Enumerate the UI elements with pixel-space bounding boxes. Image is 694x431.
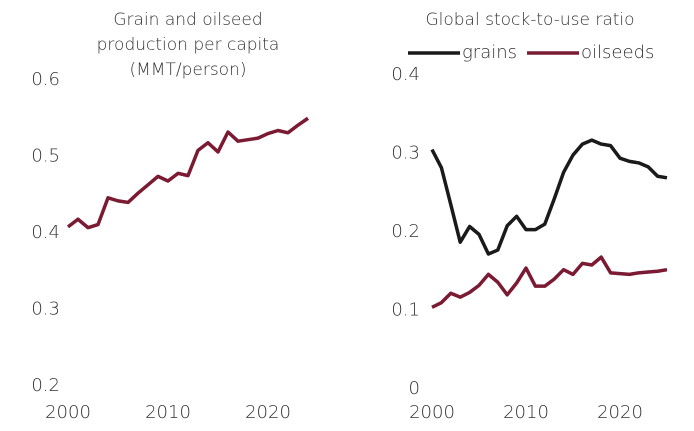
y-tick-label: 0.3 (391, 143, 420, 164)
chart-title: (MMT/person) (130, 60, 247, 80)
line-series (431, 255, 668, 309)
y-tick-label: 0.5 (31, 146, 60, 167)
chart-title: production per capita (97, 35, 280, 55)
legend-label: oilseeds (581, 42, 654, 63)
y-tick-label: 0.2 (31, 375, 60, 396)
line-series (430, 138, 668, 256)
y-tick-label: 0.4 (391, 64, 420, 85)
y-tick-label: 0.3 (31, 299, 60, 320)
chart-title: Global stock-to-use ratio (425, 10, 634, 30)
x-tick-label: 2000 (45, 402, 91, 423)
legend-label: grains (462, 42, 517, 63)
x-tick-label: 2010 (503, 402, 549, 423)
chart-title: Grain and oilseed (113, 10, 262, 30)
y-tick-label: 0.2 (391, 221, 420, 242)
x-tick-label: 2020 (245, 402, 291, 423)
y-tick-label: 0 (409, 378, 420, 399)
x-tick-label: 2020 (597, 402, 643, 423)
x-tick-label: 2010 (145, 402, 191, 423)
y-tick-label: 0.4 (31, 222, 60, 243)
y-tick-label: 0.6 (31, 69, 60, 90)
y-tick-label: 0.1 (391, 300, 420, 321)
x-tick-label: 2000 (409, 402, 455, 423)
line-series (66, 116, 309, 230)
